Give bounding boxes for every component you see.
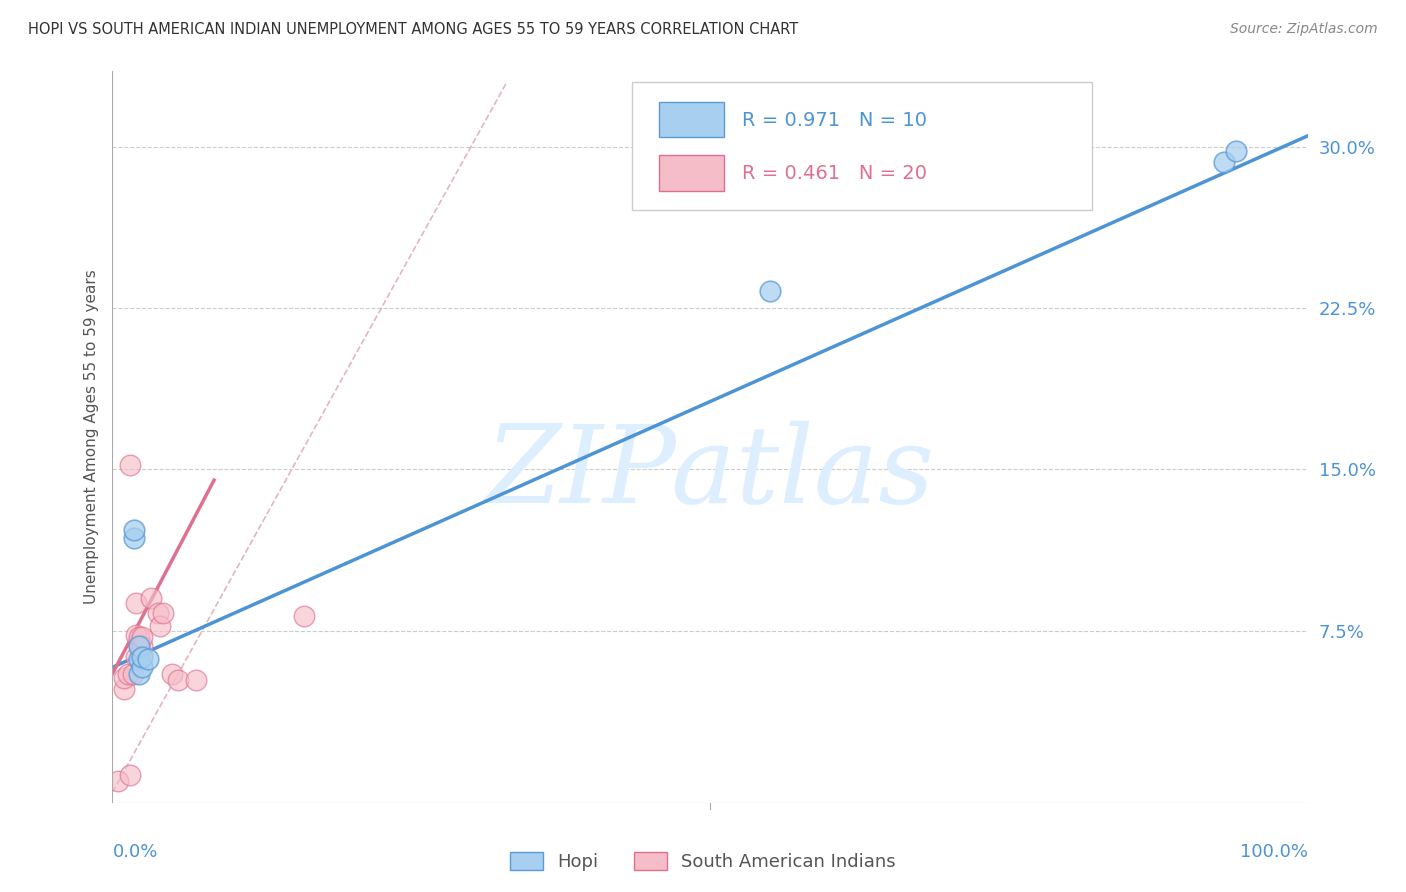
Y-axis label: Unemployment Among Ages 55 to 59 years: Unemployment Among Ages 55 to 59 years [83, 269, 98, 605]
Point [128, 666, 150, 681]
Point [107, 774, 129, 789]
Point [125, 596, 148, 610]
Text: 100.0%: 100.0% [1240, 843, 1308, 861]
Point [152, 607, 174, 621]
Point [139, 591, 162, 606]
Point [125, 649, 148, 664]
Text: R = 0.461   N = 20: R = 0.461 N = 20 [742, 164, 928, 183]
Text: HOPI VS SOUTH AMERICAN INDIAN UNEMPLOYMENT AMONG AGES 55 TO 59 YEARS CORRELATION: HOPI VS SOUTH AMERICAN INDIAN UNEMPLOYME… [28, 22, 799, 37]
FancyBboxPatch shape [658, 155, 724, 191]
Point [122, 531, 145, 545]
Point [146, 607, 169, 621]
Text: ZIPatlas: ZIPatlas [485, 421, 935, 526]
Point [131, 630, 153, 644]
Point [138, 651, 160, 665]
Text: 0.0%: 0.0% [112, 843, 157, 861]
Point [114, 671, 135, 685]
Point [128, 651, 150, 665]
Point [1212, 154, 1236, 169]
FancyBboxPatch shape [633, 82, 1092, 211]
Point [131, 639, 153, 653]
Point [131, 649, 153, 664]
Point [759, 284, 782, 298]
Point [128, 630, 150, 644]
Point [1225, 144, 1247, 158]
Point [162, 666, 183, 681]
Point [128, 639, 150, 653]
Point [128, 639, 150, 653]
Point [149, 619, 172, 633]
Point [292, 608, 315, 623]
Point [114, 681, 135, 696]
Point [131, 660, 153, 674]
Text: R = 0.971   N = 10: R = 0.971 N = 10 [742, 111, 928, 130]
Point [120, 458, 142, 472]
Point [117, 666, 139, 681]
Point [121, 666, 143, 681]
Legend: Hopi, South American Indians: Hopi, South American Indians [503, 845, 903, 879]
Point [122, 523, 145, 537]
Point [186, 673, 208, 688]
Point [167, 673, 190, 688]
Point [120, 768, 142, 782]
FancyBboxPatch shape [658, 102, 724, 137]
Text: Source: ZipAtlas.com: Source: ZipAtlas.com [1230, 22, 1378, 37]
Point [125, 628, 148, 642]
